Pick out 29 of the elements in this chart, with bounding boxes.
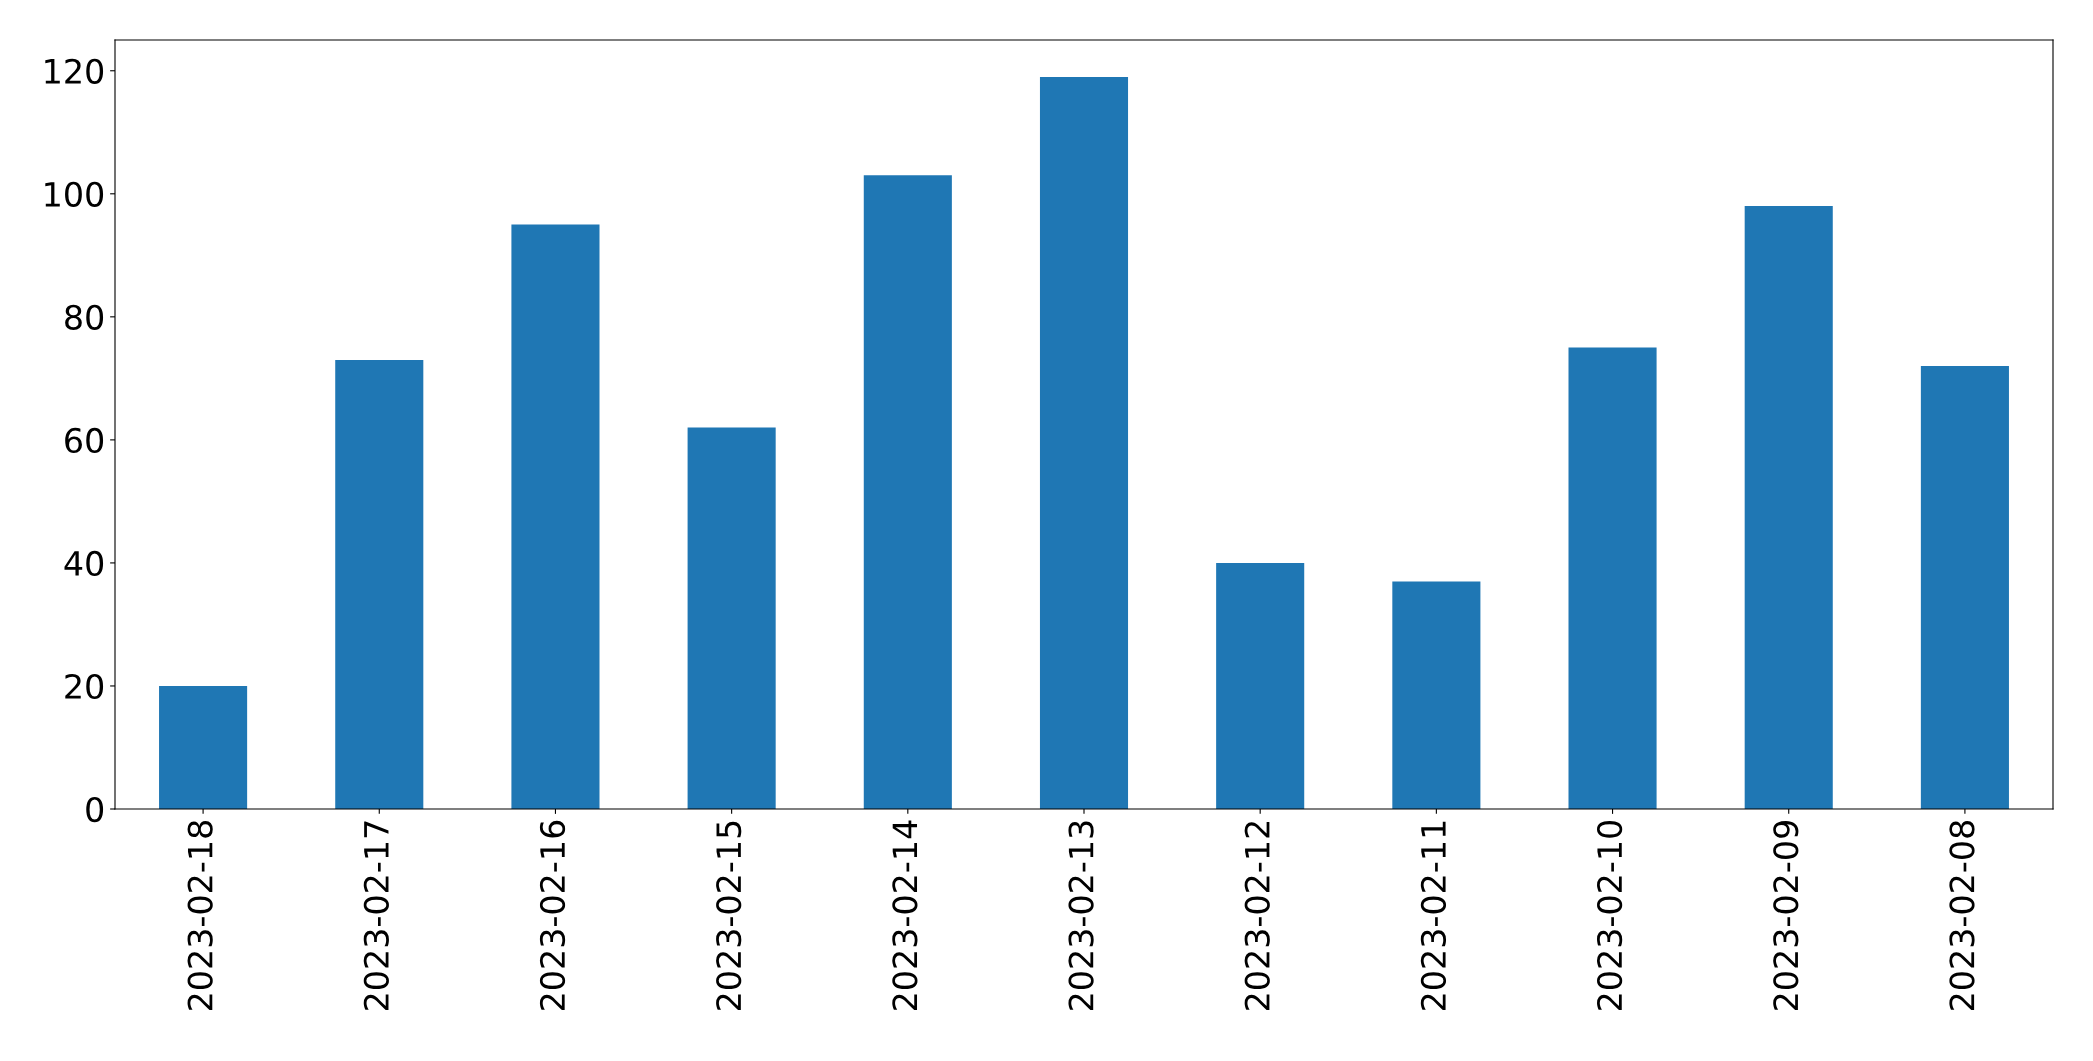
bar [863, 175, 952, 809]
y-tick-label: 120 [45, 58, 104, 84]
bar [335, 359, 424, 809]
bar [1039, 76, 1129, 809]
y-tick-label: 100 [45, 181, 104, 207]
y-tick-label: 80 [65, 304, 104, 330]
bar [1568, 347, 1657, 809]
x-tick-label: 2023-02-14 [892, 820, 918, 1010]
x-tick-label: 2023-02-11 [1420, 821, 1447, 1010]
x-tick-label: 2023-02-09 [1773, 821, 1799, 1010]
y-tick-label: 20 [65, 673, 104, 700]
x-tick-label: 2023-02-10 [1597, 820, 1623, 1010]
x-tick-label: 2023-02-17 [363, 821, 389, 1010]
x-tick-label: 2023-02-15 [716, 821, 742, 1010]
bar [1744, 206, 1833, 809]
bar [1392, 581, 1481, 809]
bar [1920, 366, 2009, 809]
x-tick-label: 2023-02-16 [539, 820, 566, 1010]
x-tick-label: 2023-02-13 [1068, 821, 1094, 1010]
x-tick-label: 2023-02-08 [1949, 821, 1975, 1010]
y-tick-label: 60 [65, 427, 104, 454]
bar [687, 427, 776, 809]
y-tick-label: 0 [86, 796, 104, 823]
y-tick-label: 40 [64, 550, 104, 577]
bar [1216, 562, 1305, 809]
x-tick-label: 2023-02-12 [1244, 822, 1270, 1010]
bar [159, 685, 248, 809]
bar [511, 224, 600, 809]
x-tick-label: 2023-02-18 [187, 821, 213, 1010]
